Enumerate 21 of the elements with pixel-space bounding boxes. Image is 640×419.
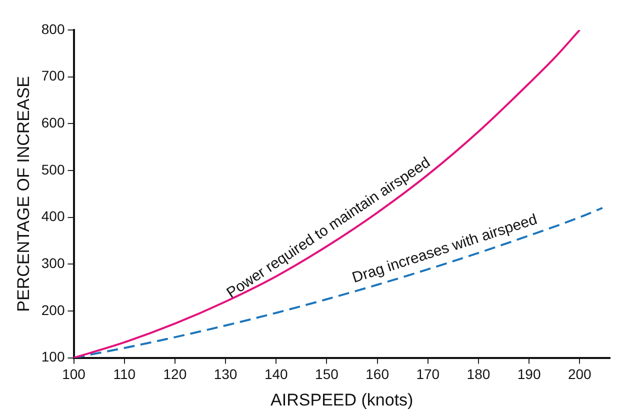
x-tick-label: 170	[416, 366, 440, 382]
y-tick-label: 800	[41, 20, 65, 37]
x-tick-label: 100	[62, 366, 86, 382]
x-tick-label: 200	[568, 366, 592, 382]
x-tick-label: 160	[366, 366, 390, 382]
x-tick-label: 130	[214, 366, 238, 382]
y-tick-label: 500	[41, 161, 65, 178]
x-tick-label: 180	[466, 366, 490, 382]
y-tick-label: 700	[41, 68, 65, 84]
x-tick-label: 140	[264, 366, 288, 382]
y-tick-label: 200	[41, 302, 65, 318]
x-tick-label: 150	[315, 366, 339, 382]
y-axis-title: PERCENTAGE OF INCREASE	[14, 76, 33, 312]
y-tick-label: 300	[41, 255, 65, 271]
x-tick-label: 120	[163, 366, 187, 382]
x-tick-label: 110	[113, 366, 136, 382]
x-tick-label: 190	[517, 366, 541, 382]
y-tick-label: 100	[41, 348, 65, 365]
y-tick-label: 600	[41, 114, 65, 131]
y-tick-label: 400	[41, 208, 65, 224]
x-axis-title: AIRSPEED (knots)	[270, 390, 414, 410]
